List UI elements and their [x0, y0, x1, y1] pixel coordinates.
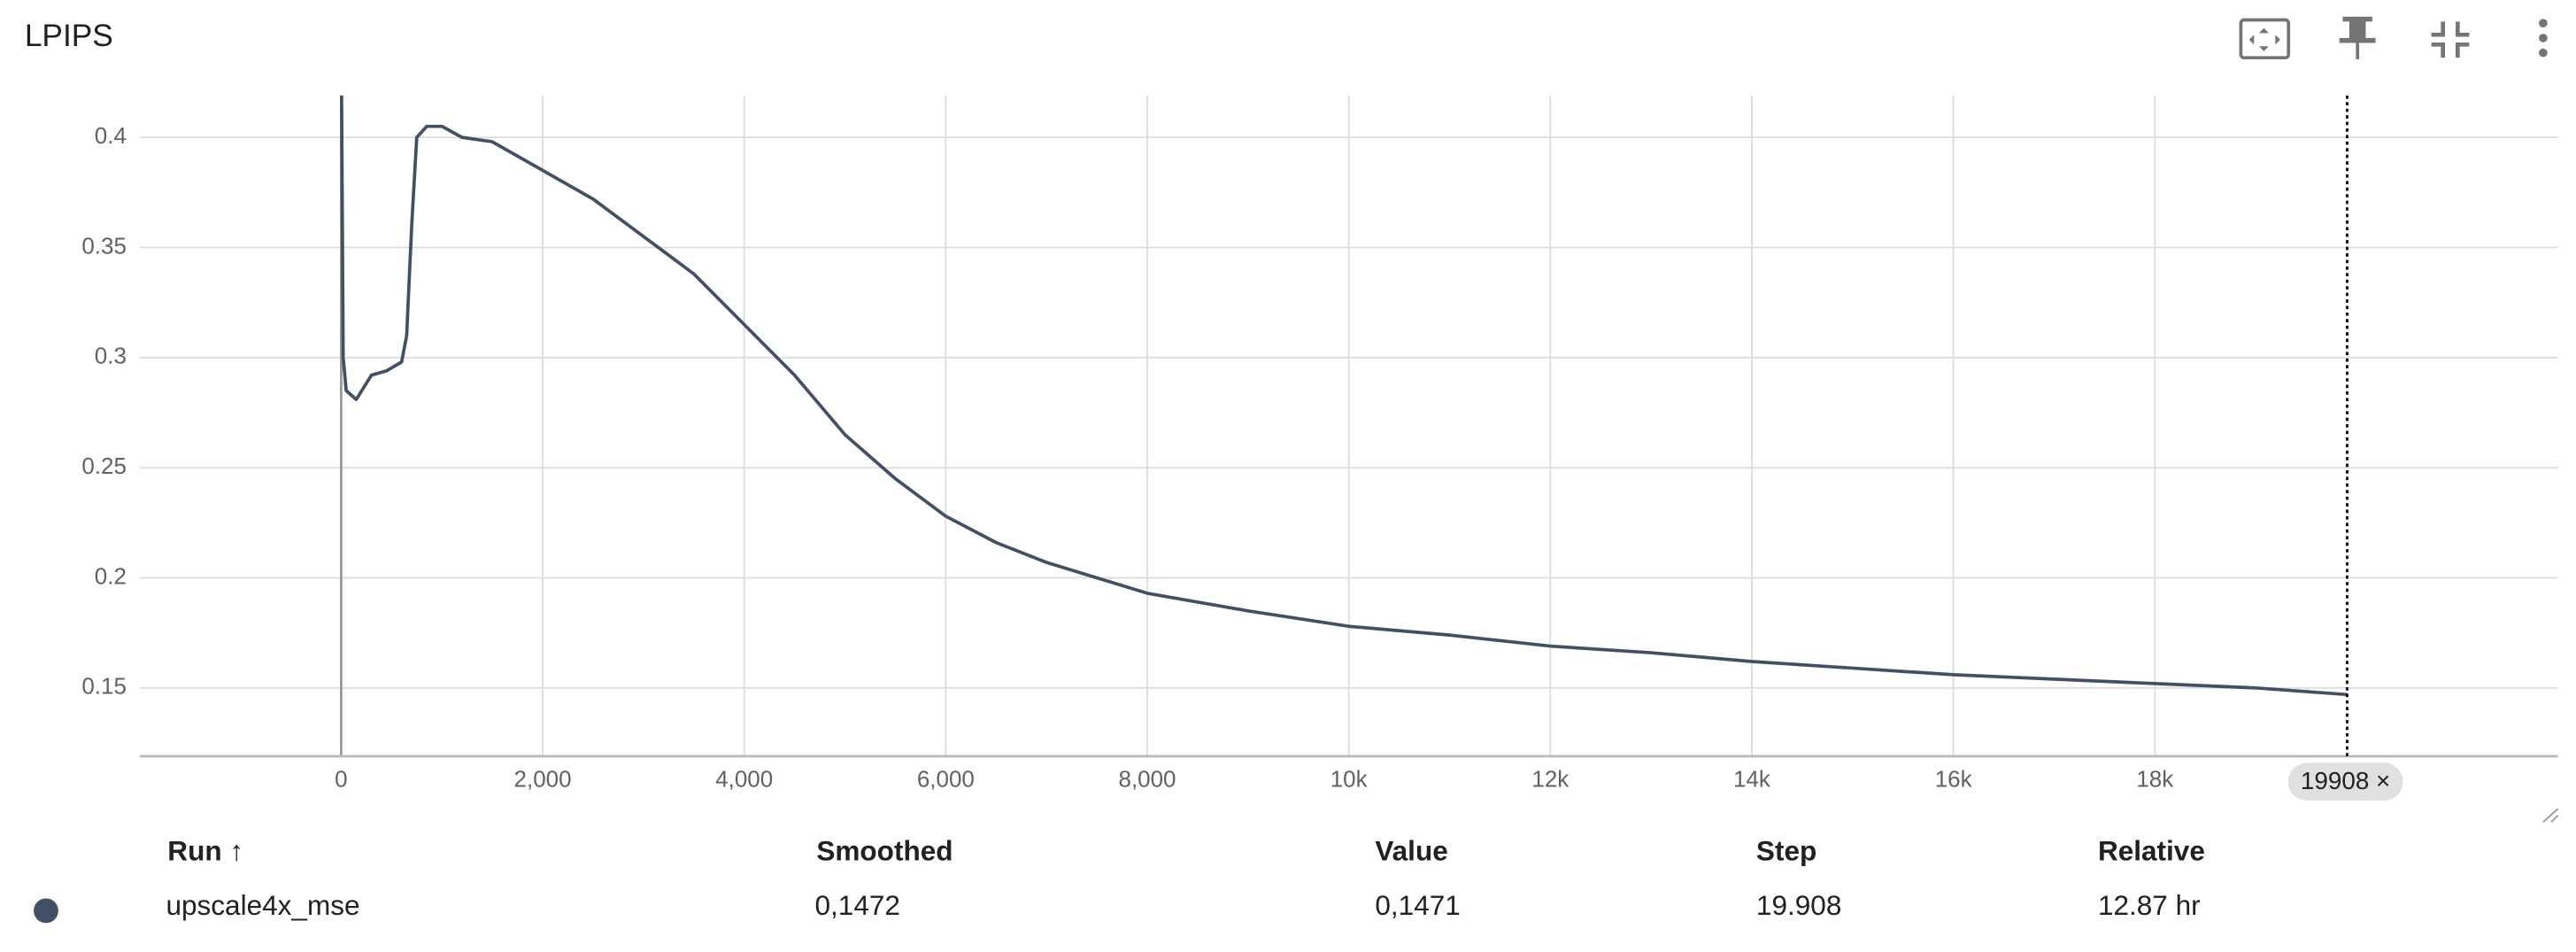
fit-button[interactable]: [2239, 18, 2291, 60]
x-tick-label: 12k: [1531, 766, 1570, 793]
column-header[interactable]: Value: [1375, 835, 1447, 867]
collapse-button[interactable]: [2431, 21, 2470, 58]
x-tick-label: 0: [335, 766, 347, 793]
pin-button[interactable]: [2339, 16, 2376, 60]
y-tick-label: 0.2: [95, 562, 127, 589]
x-tick-label: 4,000: [715, 766, 773, 793]
y-tick-label: 0.35: [81, 232, 127, 259]
cell: 12.87 hr: [2098, 889, 2201, 921]
cell: 0,1471: [1375, 889, 1460, 921]
y-tick-label: 0.3: [95, 343, 127, 369]
column-header[interactable]: Step: [1756, 835, 1816, 867]
series-line: [340, 95, 2348, 697]
menu-button[interactable]: [2539, 19, 2548, 58]
cell: upscale4x_mse: [166, 889, 359, 921]
x-tick-label: 16k: [1935, 766, 1973, 793]
x-tick-label: 6,000: [917, 766, 975, 793]
cell: 0,1472: [815, 889, 900, 921]
x-tick-label: 2,000: [514, 766, 572, 793]
cursor-chip: [2287, 762, 2403, 801]
run-color-dot: [34, 898, 58, 924]
cursor-chip-label[interactable]: 19908 ×: [2301, 767, 2390, 794]
y-tick-label: 0.25: [81, 453, 127, 479]
x-tick-label: 8,000: [1119, 766, 1176, 793]
x-tick-label: 18k: [2136, 766, 2174, 793]
column-header[interactable]: Run ↑: [167, 835, 243, 867]
column-header[interactable]: Smoothed: [816, 835, 953, 867]
x-tick-label: 14k: [1733, 766, 1771, 793]
x-tick-label: 10k: [1330, 766, 1369, 793]
resize-handle[interactable]: [2542, 808, 2559, 823]
y-tick-label: 0.4: [95, 122, 127, 149]
column-header[interactable]: Relative: [2098, 835, 2205, 867]
y-tick-label: 0.15: [81, 673, 127, 700]
card-title: LPIPS: [25, 19, 113, 53]
cell: 19.908: [1756, 889, 1841, 921]
data-table: Run ↑ Smoothed Value Step Relative upsca…: [34, 835, 2205, 924]
plot: 0.15 0.2 0.25 0.3 0.35 0.4 0 2,000 4,000 6,000 8,0…: [81, 95, 2558, 801]
